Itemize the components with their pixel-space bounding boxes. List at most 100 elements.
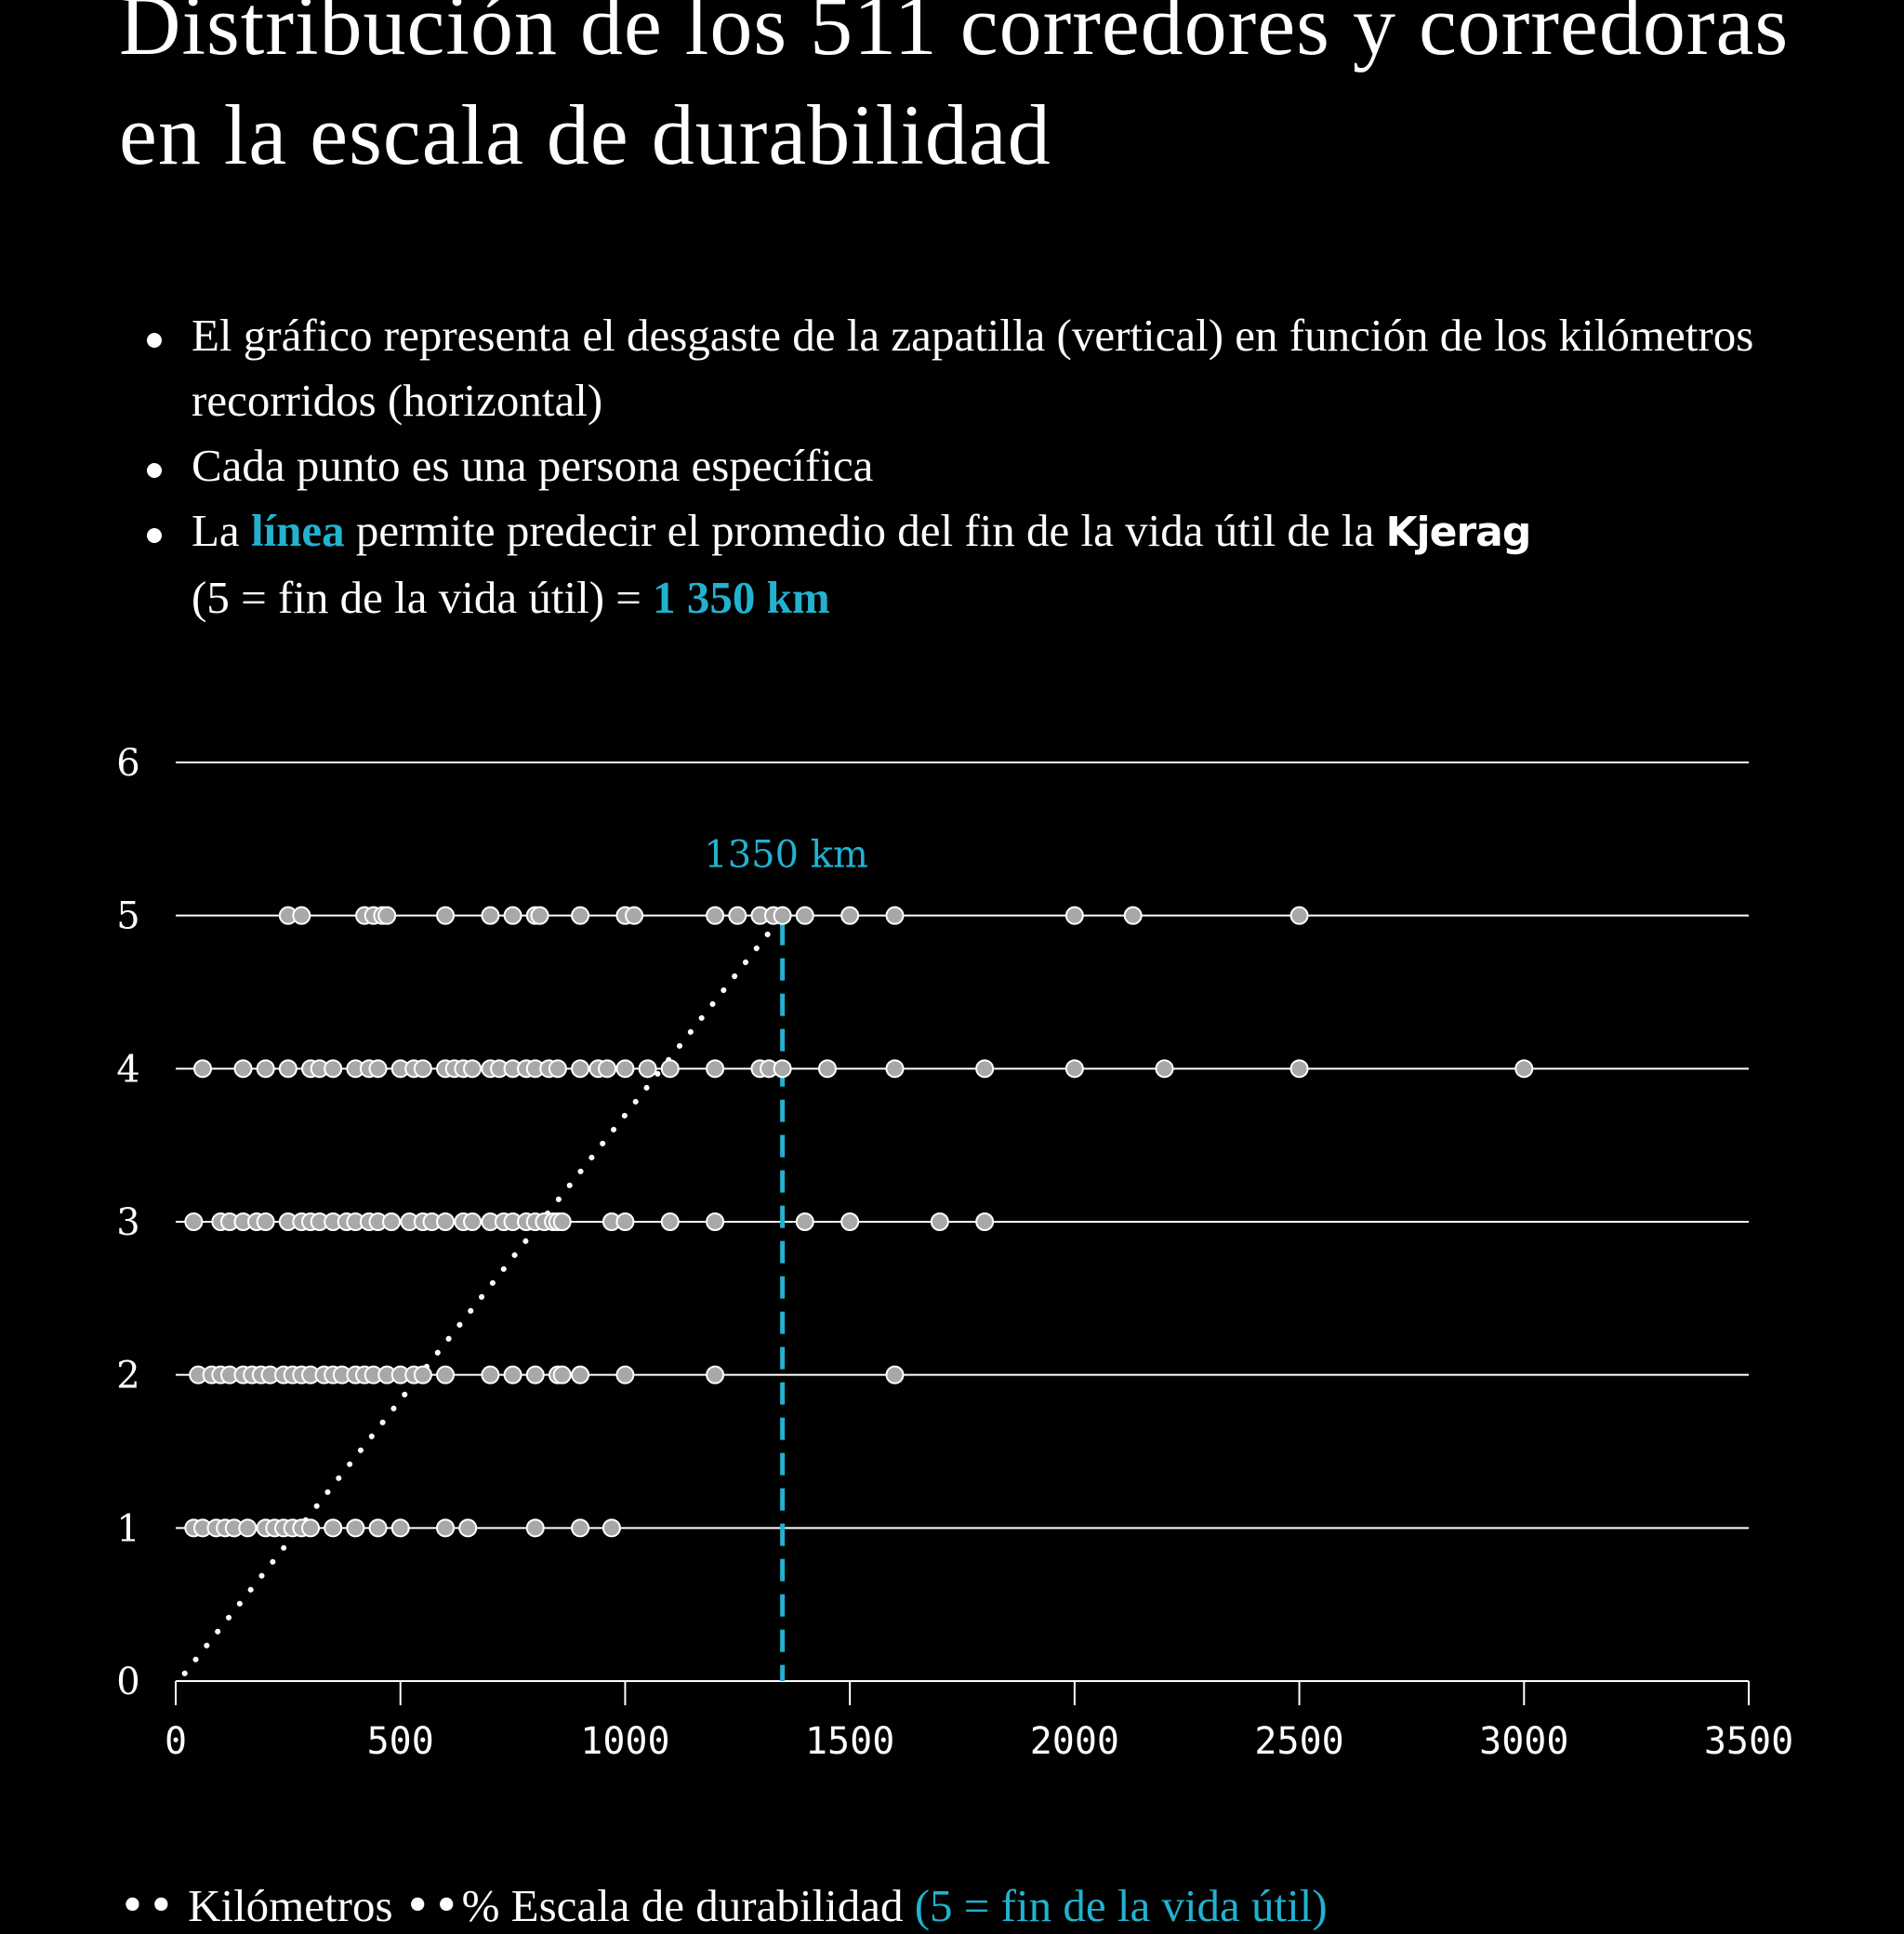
x-tick-label: 2000 [1030,1720,1119,1763]
data-point [1064,906,1084,925]
data-point [233,1059,253,1079]
data-point [382,1212,402,1231]
data-point [615,1212,635,1231]
end-of-life-value: 1 350 km [653,572,830,623]
data-point [885,906,905,925]
legend-label: % Escala de durabilidad [461,1880,904,1931]
legend-accent: (5 = fin de la vida útil) [914,1880,1328,1931]
kjerag-logo: Kjerag [1385,509,1531,556]
data-point [436,906,456,925]
trend-line-path [181,912,786,1676]
data-point [840,906,860,925]
data-point [525,1518,545,1538]
x-tick-label: 500 [367,1720,434,1763]
data-point [413,1059,432,1079]
line-highlight: línea [250,505,345,556]
data-point [773,906,792,925]
data-point [660,1212,680,1231]
data-point [324,1059,343,1079]
x-tick-label: 2500 [1254,1720,1343,1763]
data-point [571,1518,590,1538]
data-point [193,1059,213,1079]
data-point [368,1059,388,1079]
data-point [817,1059,837,1079]
data-point [885,1365,905,1384]
y-tick-label: 5 [116,895,139,938]
data-point [706,1059,725,1079]
data-point [548,1059,567,1079]
data-point [728,906,747,925]
data-point [1289,906,1309,925]
data-point [571,1059,590,1079]
data-point [436,1212,456,1231]
data-point [377,906,397,925]
data-point [458,1518,478,1538]
y-tick-label: 2 [116,1355,139,1398]
data-point [1155,1059,1174,1079]
bullet-text-mid: permite predecir el promedio del fin de … [355,505,1375,556]
end-of-life-line: 1350 km [704,834,868,1681]
data-point [795,1212,814,1231]
legend-dots-icon: •• [119,1879,177,1932]
legend-dots-icon: •• [403,1879,462,1932]
data-point [975,1059,995,1079]
data-point [885,1059,905,1079]
data-point [463,1059,483,1079]
axes [175,1680,1750,1705]
trend-line [181,912,786,1676]
data-point [503,906,522,925]
bullet-list: El gráfico representa el desgaste de la … [139,303,1794,630]
legend-label: Kilómetros [188,1880,393,1931]
data-point [278,1059,298,1079]
data-point [660,1059,680,1079]
y-tick-label: 1 [116,1507,139,1550]
y-tick-label: 0 [116,1661,139,1703]
data-point [436,1518,456,1538]
data-point [615,1365,635,1384]
data-point [292,906,311,925]
data-point [773,1059,792,1079]
data-point [975,1212,995,1231]
data-point [1123,906,1143,925]
data-point [324,1518,343,1538]
x-tick-label: 0 [165,1720,187,1763]
y-tick-label: 3 [116,1201,139,1244]
bullet-text: Cada punto es una persona específica [192,440,874,491]
y-tick-label: 4 [116,1048,139,1091]
bullet-item: El gráfico representa el desgaste de la … [139,303,1794,433]
data-point [930,1212,949,1231]
data-point [481,906,500,925]
data-point [503,1365,522,1384]
x-tick-label: 1500 [805,1720,894,1763]
bullet-text-pre: La [192,505,240,556]
data-point [1064,1059,1084,1079]
data-point [301,1518,321,1538]
gridlines [176,762,1749,1530]
legend: •• Kilómetros ••% Escala de durabilidad … [119,1878,1792,1934]
data-point [1289,1059,1309,1079]
bullet-item: Cada punto es una persona específica [139,433,1794,498]
tick-labels: 0 1 2 3 4 5 6 0 500 1000 1500 2000 2500 3000 3500 [116,742,1793,1763]
data-points [184,906,1534,1538]
bullet-item: La línea permite predecir el promedio de… [139,498,1794,630]
data-point [184,1212,204,1231]
data-point [706,1365,725,1384]
data-point [602,1518,621,1538]
data-point [706,906,725,925]
data-point [571,906,590,925]
data-point [625,906,644,925]
x-tick-label: 3500 [1704,1720,1793,1763]
data-point [463,1212,483,1231]
x-tick-label: 1000 [580,1720,669,1763]
y-tick-label: 6 [116,742,139,785]
data-point [706,1212,725,1231]
data-point [530,906,549,925]
data-point [238,1518,258,1538]
data-point [525,1365,545,1384]
data-point [256,1059,275,1079]
data-point [481,1365,500,1384]
data-point [256,1212,275,1231]
data-point [390,1518,410,1538]
data-point [795,906,814,925]
